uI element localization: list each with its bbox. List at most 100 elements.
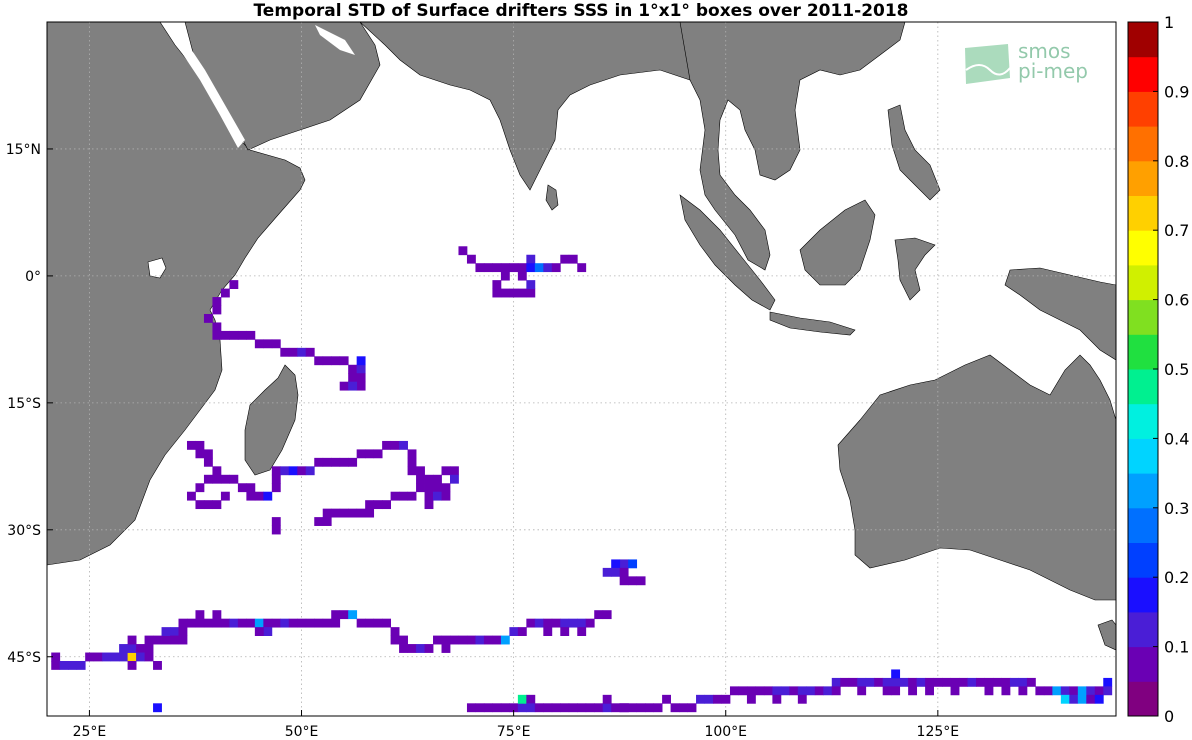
std-cell <box>1018 686 1028 696</box>
std-cell <box>424 644 434 653</box>
std-cell <box>246 483 256 493</box>
std-cell <box>212 330 222 340</box>
std-cell <box>127 635 137 645</box>
std-cell <box>1069 694 1079 704</box>
std-cell <box>950 677 960 687</box>
std-cell <box>271 339 281 349</box>
std-cell <box>908 677 918 687</box>
land-australia <box>837 354 1116 601</box>
std-cell <box>322 508 332 518</box>
std-cell <box>356 618 366 628</box>
colorbar-segment <box>1128 438 1158 474</box>
std-cell <box>186 618 196 628</box>
std-cell <box>526 694 536 704</box>
map-title: Temporal STD of Surface drifters SSS in … <box>253 1 908 21</box>
std-cell <box>331 356 341 366</box>
graticule <box>47 22 1116 716</box>
std-cell <box>203 500 213 510</box>
logo-mark-icon <box>965 44 1010 84</box>
std-cell <box>203 618 213 628</box>
colorbar-segment <box>1128 91 1158 127</box>
std-cell <box>314 356 324 366</box>
std-cell <box>959 677 968 687</box>
std-cell <box>441 466 451 476</box>
std-cell <box>178 627 188 636</box>
std-cell <box>789 686 799 696</box>
std-cell <box>746 686 756 696</box>
land-sulawesi <box>894 237 936 301</box>
colorbar-segment <box>1128 230 1158 266</box>
colorbar-segment <box>1128 542 1158 578</box>
std-cell <box>229 618 239 628</box>
std-cell <box>577 627 587 636</box>
std-cell <box>153 703 162 713</box>
colorbar-tick-label: 0 <box>1164 707 1174 726</box>
std-cell <box>602 610 612 620</box>
std-cell <box>186 491 196 501</box>
std-cell <box>483 263 493 273</box>
std-cell <box>543 627 553 636</box>
std-cell <box>526 288 536 298</box>
std-cell <box>780 686 790 696</box>
std-cell <box>517 271 527 281</box>
logo-text-pimep: pi-mep <box>1018 59 1088 83</box>
std-cell <box>942 677 951 687</box>
std-cell <box>967 677 977 687</box>
std-cell <box>483 635 493 645</box>
std-cell <box>195 610 205 620</box>
std-cell <box>263 491 273 501</box>
std-cell <box>416 483 425 493</box>
std-cell <box>153 660 162 670</box>
std-cell <box>1001 686 1011 696</box>
std-cell <box>441 483 451 493</box>
std-cell <box>314 457 324 467</box>
y-tick-label: 15°N <box>6 142 41 158</box>
std-cell <box>449 635 459 645</box>
colorbar-tick-label: 0.3 <box>1164 499 1189 518</box>
std-cell <box>254 627 264 636</box>
std-cell <box>602 694 612 704</box>
std-cell <box>390 627 400 636</box>
std-cell <box>560 627 570 636</box>
std-cell <box>339 610 349 620</box>
std-cell <box>271 525 281 535</box>
y-tick-label: 30°S <box>7 523 41 539</box>
std-cell <box>297 347 307 357</box>
colorbar-segment <box>1128 299 1158 335</box>
std-cell <box>212 297 222 306</box>
land-red-sea <box>170 30 245 148</box>
std-cell <box>594 703 604 713</box>
std-cell <box>534 618 544 628</box>
std-cell <box>687 703 697 713</box>
std-cell <box>500 263 510 273</box>
std-cell <box>1069 686 1079 696</box>
std-cell <box>602 703 612 713</box>
std-cell <box>1018 677 1028 687</box>
std-cell <box>271 517 281 526</box>
std-cell <box>373 618 383 628</box>
std-cell <box>212 500 222 510</box>
std-cell <box>263 618 273 628</box>
std-cell <box>161 627 171 636</box>
std-cell <box>814 686 824 696</box>
std-cell <box>882 677 892 687</box>
std-cell <box>1103 686 1113 696</box>
std-cell <box>220 618 230 628</box>
std-cell <box>322 356 332 366</box>
std-cell <box>161 635 171 645</box>
std-cell <box>220 474 230 484</box>
std-cell <box>509 263 519 273</box>
colorbar: 0 0.1 0.2 0.3 0.4 0.5 0.6 0.7 0.8 0.9 1 <box>1127 13 1189 726</box>
std-cell <box>203 457 213 467</box>
std-cell <box>713 694 722 704</box>
std-cell <box>220 330 230 340</box>
std-cell <box>220 288 230 298</box>
std-cell <box>466 635 476 645</box>
y-tick-label: 15°S <box>7 396 41 412</box>
std-cell <box>526 263 536 273</box>
std-cell <box>772 686 782 696</box>
std-cell <box>424 483 434 493</box>
std-cell <box>670 703 680 713</box>
std-cell <box>933 677 943 687</box>
std-cell <box>704 694 714 704</box>
